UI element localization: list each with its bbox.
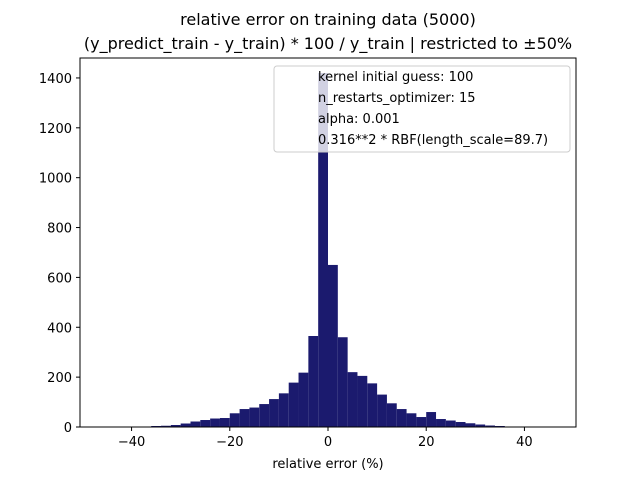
chart-title-line-2: (y_predict_train - y_train) * 100 / y_tr… xyxy=(84,34,572,54)
histogram-bar xyxy=(170,425,181,427)
legend-entry-alpha: alpha: 0.001 xyxy=(318,112,400,127)
x-tick-label: 20 xyxy=(418,435,435,450)
histogram-bar xyxy=(219,418,230,427)
histogram-bar xyxy=(485,425,495,427)
histogram-bar xyxy=(318,72,328,428)
histogram-bar xyxy=(377,394,387,427)
histogram-bar xyxy=(259,404,270,427)
histogram-bar xyxy=(298,372,309,427)
histogram-bar xyxy=(426,412,437,427)
histogram-bar xyxy=(347,372,358,427)
plot-frame xyxy=(79,57,577,428)
histogram-bar xyxy=(200,420,211,427)
legend-entry-restarts: n_restarts_optimizer: 15 xyxy=(318,91,476,106)
y-tick-label: 1000 xyxy=(39,172,72,187)
chart-title-line-1: relative error on training data (5000) xyxy=(180,10,476,29)
histogram-bar xyxy=(229,413,240,427)
y-tick-label: 600 xyxy=(47,271,72,286)
y-tick-label: 0 xyxy=(64,421,72,436)
histogram-bar xyxy=(288,382,299,427)
histogram-bar xyxy=(475,424,486,427)
x-axis-label: relative error (%) xyxy=(272,457,383,472)
legend-box xyxy=(273,65,571,153)
legend: kernel initial guess: 100 n_restarts_opt… xyxy=(273,65,571,153)
y-tick-label: 1400 xyxy=(39,72,72,87)
histogram-bar xyxy=(357,375,368,427)
legend-entry-kernel: 0.316**2 * RBF(length_scale=89.7) xyxy=(318,133,548,148)
y-tick-label: 1200 xyxy=(39,122,72,137)
legend-entry-kernel-guess: kernel initial guess: 100 xyxy=(318,70,473,85)
histogram-bar xyxy=(190,421,201,427)
x-axis-ticks: −40 −20 0 20 40 xyxy=(118,427,533,450)
histogram-bar xyxy=(269,399,279,427)
histogram-bars xyxy=(121,72,535,428)
x-tick-label: −40 xyxy=(118,435,145,450)
y-tick-label: 800 xyxy=(47,222,72,237)
histogram-bar xyxy=(337,337,348,427)
histogram-bar xyxy=(386,403,397,427)
histogram-bar xyxy=(249,407,260,427)
histogram-bar xyxy=(210,418,220,427)
histogram-bar xyxy=(436,419,446,427)
histogram-bar xyxy=(455,422,466,427)
histogram-bar xyxy=(278,393,289,427)
y-tick-label: 200 xyxy=(47,371,72,386)
x-tick-label: 0 xyxy=(324,435,332,450)
histogram-bar xyxy=(416,417,427,427)
y-tick-label: 400 xyxy=(47,321,72,336)
x-tick-label: −20 xyxy=(216,435,243,450)
histogram-bar xyxy=(328,264,338,427)
histogram-bar xyxy=(445,420,456,427)
histogram-bar xyxy=(465,423,476,427)
histogram-bar xyxy=(180,423,191,427)
histogram-bar xyxy=(308,336,319,427)
histogram-bar xyxy=(367,383,378,427)
histogram-bar xyxy=(161,425,171,427)
histogram-bar xyxy=(406,413,417,427)
y-axis-ticks: 0 200 400 600 800 1000 1200 1400 xyxy=(39,72,80,436)
histogram-bar xyxy=(396,409,407,427)
histogram-bar xyxy=(239,409,250,427)
x-tick-label: 40 xyxy=(516,435,533,450)
